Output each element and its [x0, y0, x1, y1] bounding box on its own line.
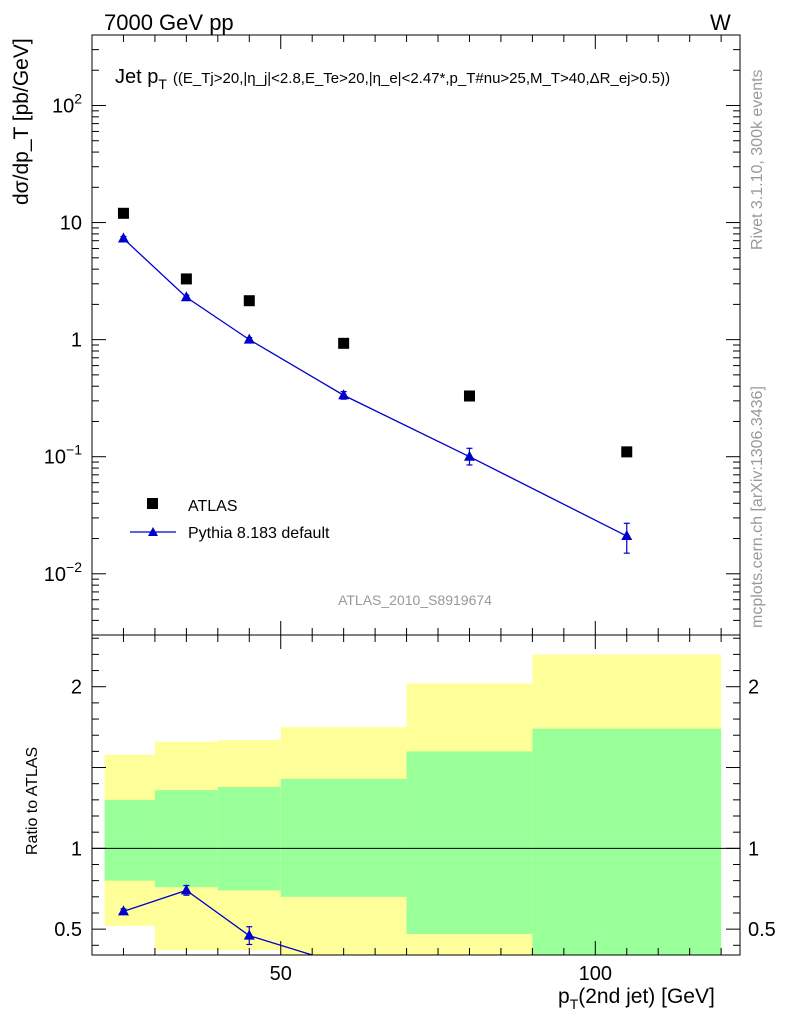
atlas-point [117, 207, 129, 219]
atlas-point [243, 295, 255, 307]
x-axis-label-subscript: T [570, 996, 579, 1012]
pythia-point [117, 232, 129, 243]
green-band [217, 786, 281, 891]
x-tick-label: 100 [579, 963, 612, 985]
ratio-pythia-point [243, 929, 255, 940]
ratio-y-tick-label: 0.5 [54, 919, 82, 941]
green-band [154, 790, 218, 888]
y-tick-label: 10 [60, 213, 82, 235]
pythia-point [180, 291, 192, 302]
main-y-axis-label: dσ/dp_T [pb/GeV] [10, 38, 33, 205]
ratio-panel-frame [91, 634, 741, 956]
ratio-y-tick-label-right: 2 [748, 677, 759, 699]
ratio-y-tick-label: 2 [71, 677, 82, 699]
ratio-axis-ticks: 50 100 0.5 0.5 1 1 2 2 [54, 635, 776, 985]
header-process-label: W [710, 10, 731, 35]
legend: ATLAS Pythia 8.183 default [130, 498, 330, 542]
green-band [104, 799, 155, 881]
analysis-label: ATLAS_2010_S8919674 [338, 592, 492, 608]
ratio-y-axis-label: Ratio to ATLAS [24, 747, 41, 855]
main-panel: 10−2 10−1 1 10 102 Jet pT ((E_Tj>20,|η_j|<2.8… [10, 34, 741, 636]
ratio-y-tick-label-right: 1 [748, 838, 759, 860]
green-band [406, 751, 533, 934]
ratio-panel: 50 100 0.5 0.5 1 1 2 2 Ratio to ATLAS pT(2nd je… [24, 634, 776, 1012]
ratio-pythia-point [180, 884, 192, 895]
ratio-uncertainty-bands [92, 654, 740, 955]
y-tick-label: 10−2 [44, 559, 82, 586]
ratio-pythia-point [117, 905, 129, 916]
pythia-point [463, 450, 475, 461]
atlas-point [338, 337, 350, 349]
atlas-point [180, 273, 192, 285]
main-title: Jet pT ((E_Tj>20,|η_j|<2.8,E_Te>20,|η_e|<… [115, 66, 670, 92]
y-tick-label: 1 [71, 330, 82, 352]
x-axis-label-rest: (2nd jet) [GeV] [578, 985, 715, 1008]
ratio-y-tick-label-right: 0.5 [748, 919, 776, 941]
main-panel-frame [91, 34, 741, 636]
x-tick-label: 50 [270, 963, 292, 985]
ratio-series-group [117, 884, 313, 956]
y-tick-label: 102 [52, 90, 82, 117]
y-tick-label: 10−1 [44, 442, 82, 469]
legend-pythia-marker [148, 527, 158, 536]
main-series-group [117, 207, 633, 554]
ratio-pythia-line [123, 889, 313, 956]
green-band [280, 778, 407, 897]
main-axis-ticks: 10−2 10−1 1 10 102 [44, 34, 740, 636]
atlas-point [621, 446, 633, 458]
green-band [532, 728, 722, 955]
main-title-text: Jet p [115, 66, 158, 88]
header-energy-label: 7000 GeV pp [104, 10, 234, 35]
rivet-version-label: Rivet 3.1.10, 300k events [749, 69, 766, 250]
atlas-point [463, 390, 475, 402]
ratio-y-tick-label: 1 [71, 838, 82, 860]
pythia-line [123, 238, 628, 537]
x-axis-label: pT(2nd jet) [GeV] [558, 985, 715, 1012]
pythia-point [621, 530, 633, 541]
legend-atlas-marker [147, 498, 158, 509]
mcplots-label: mcplots.cern.ch [arXiv:1306.3436] [749, 386, 766, 628]
pythia-point [243, 333, 255, 344]
legend-atlas-label: ATLAS [188, 498, 238, 515]
x-axis-label-main: p [558, 985, 570, 1008]
legend-pythia-label: Pythia 8.183 default [188, 525, 330, 542]
pythia-point [338, 389, 350, 400]
main-title-cuts: ((E_Tj>20,|η_j|<2.8,E_Te>20,|η_e|<2.47*,… [173, 70, 670, 87]
main-title-subscript: T [158, 76, 167, 92]
